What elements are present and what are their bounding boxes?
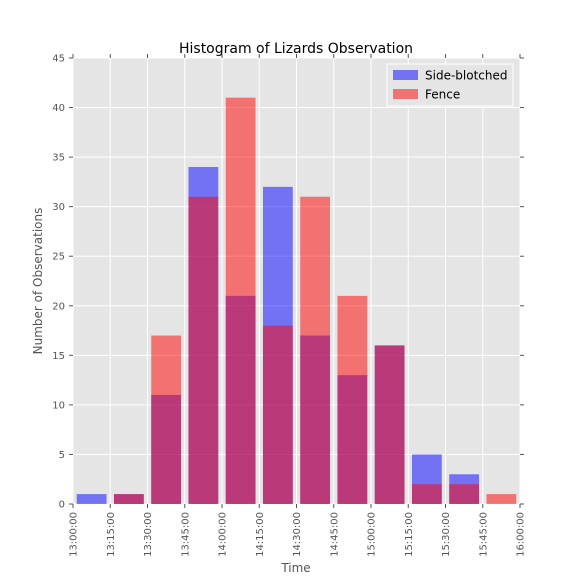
x-tick-label: 14:45:00 <box>329 512 340 557</box>
x-axis-label: Time <box>280 561 310 575</box>
y-tick-label: 15 <box>52 351 65 362</box>
legend: Side-blotched Fence <box>386 63 514 107</box>
bar-fence <box>113 494 144 504</box>
bars <box>76 97 517 505</box>
bar-fence <box>225 97 256 505</box>
x-tick-label: 16:00:00 <box>516 512 527 557</box>
x-tick-label: 13:00:00 <box>69 512 80 557</box>
x-tick-label: 13:15:00 <box>106 512 117 557</box>
y-tick-label: 10 <box>52 400 65 411</box>
x-tick-label: 13:45:00 <box>180 512 191 557</box>
legend-swatch <box>393 89 418 99</box>
legend-label: Side-blotched <box>425 69 507 83</box>
chart-title: Histogram of Lizards Observation <box>179 41 413 57</box>
axes: 0 5 10 15 20 25 30 35 40 45 13:00:00 13:15:00 13:30:… <box>52 54 526 557</box>
y-tick-label: 25 <box>52 252 65 263</box>
x-tick-label: 15:00:00 <box>367 512 378 557</box>
bar-fence <box>300 196 331 504</box>
bar-fence <box>262 325 293 504</box>
bar-fence <box>486 494 517 504</box>
bar-fence <box>449 484 480 504</box>
x-tick-label: 14:15:00 <box>255 512 266 557</box>
y-tick-label: 0 <box>59 500 65 511</box>
y-tick-label: 5 <box>59 450 65 461</box>
bar-side-blotched <box>76 494 107 504</box>
x-tick-label: 15:45:00 <box>478 512 489 557</box>
y-tick-label: 35 <box>52 153 65 164</box>
legend-label: Fence <box>425 88 460 102</box>
x-tick-label: 13:30:00 <box>143 512 154 557</box>
legend-swatch <box>393 70 418 80</box>
y-tick-label: 20 <box>52 301 65 312</box>
bar-fence <box>374 345 405 504</box>
x-tick-label: 15:15:00 <box>404 512 415 557</box>
bar-fence <box>151 335 182 504</box>
y-tick-label: 45 <box>52 54 65 65</box>
y-tick-label: 30 <box>52 202 65 213</box>
x-tick-label: 15:30:00 <box>441 512 452 557</box>
x-tick-label: 14:30:00 <box>292 512 303 557</box>
bar-fence <box>337 295 368 504</box>
x-tick-label: 14:00:00 <box>218 512 229 557</box>
y-tick-label: 40 <box>52 103 65 114</box>
y-axis-label: Number of Observations <box>31 208 45 355</box>
bar-fence <box>188 196 219 504</box>
bar-fence <box>411 484 442 504</box>
